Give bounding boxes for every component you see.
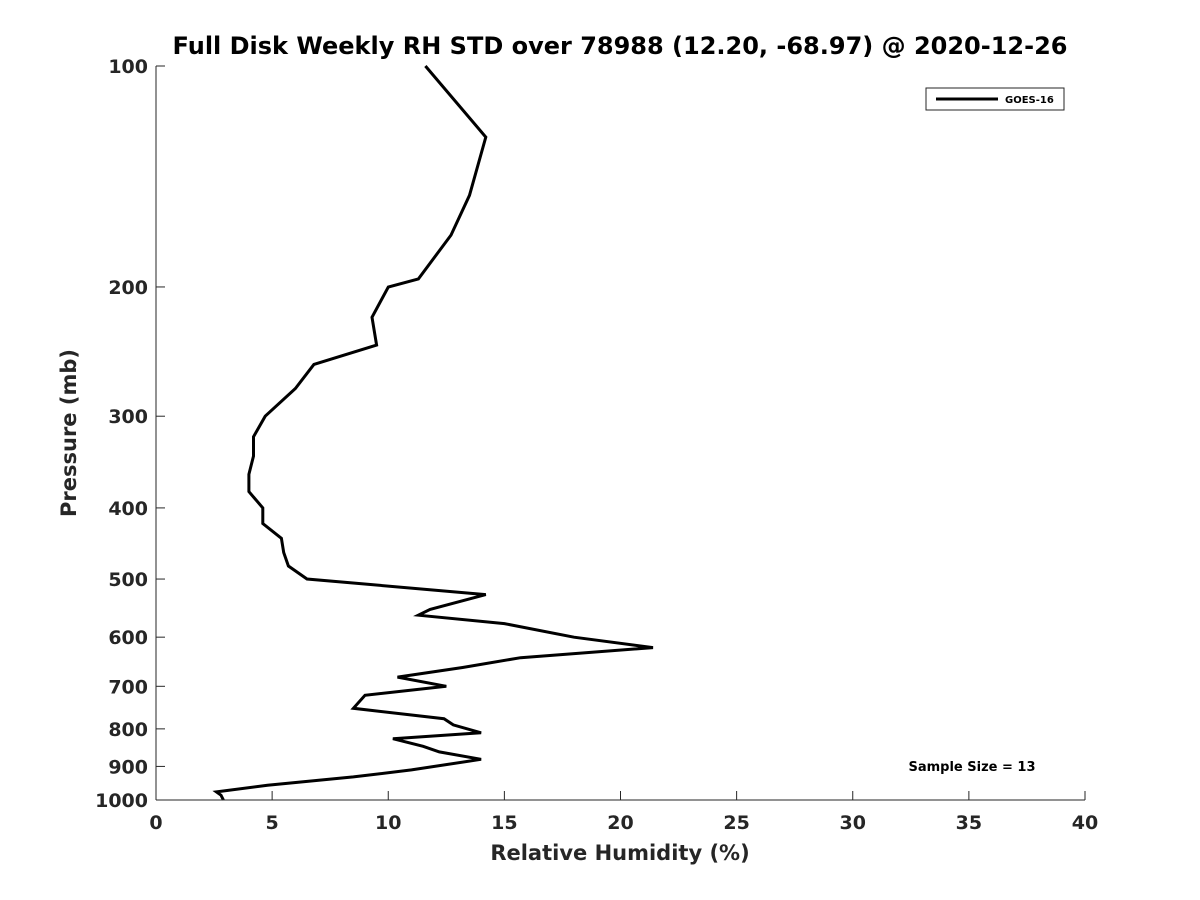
x-tick-label: 15 [491,812,517,834]
x-tick-label: 0 [149,812,162,834]
sample-size-annotation: Sample Size = 13 [908,760,1035,775]
x-tick-label: 25 [723,812,749,834]
y-tick-label: 800 [108,719,148,741]
x-tick-label: 5 [266,812,279,834]
y-tick-label: 900 [108,756,148,778]
y-tick-label: 700 [108,676,148,698]
x-tick-label: 10 [375,812,401,834]
x-tick-label: 20 [607,812,633,834]
chart-title: Full Disk Weekly RH STD over 78988 (12.2… [173,32,1068,60]
y-tick-label: 200 [108,277,148,299]
x-axis-ticks: 0 5 10 15 20 25 30 35 40 [149,791,1098,834]
x-axis-label: Relative Humidity (%) [490,841,749,865]
y-tick-label: 1000 [95,790,148,812]
y-tick-label: 400 [108,498,148,520]
series-line-goes16 [212,65,654,801]
y-tick-label: 100 [108,56,148,78]
y-axis-ticks: 100 200 300 400 500 600 700 800 900 1000 [95,56,165,812]
y-tick-label: 500 [108,569,148,591]
x-tick-label: 40 [1072,812,1098,834]
y-axis-label: Pressure (mb) [57,349,81,517]
y-tick-label: 600 [108,627,148,649]
x-tick-label: 30 [840,812,866,834]
series-layer [212,65,654,801]
legend-label-goes16: GOES-16 [1005,95,1054,106]
x-tick-label: 35 [956,812,982,834]
legend: GOES-16 [925,87,1065,111]
y-tick-label: 300 [108,406,148,428]
